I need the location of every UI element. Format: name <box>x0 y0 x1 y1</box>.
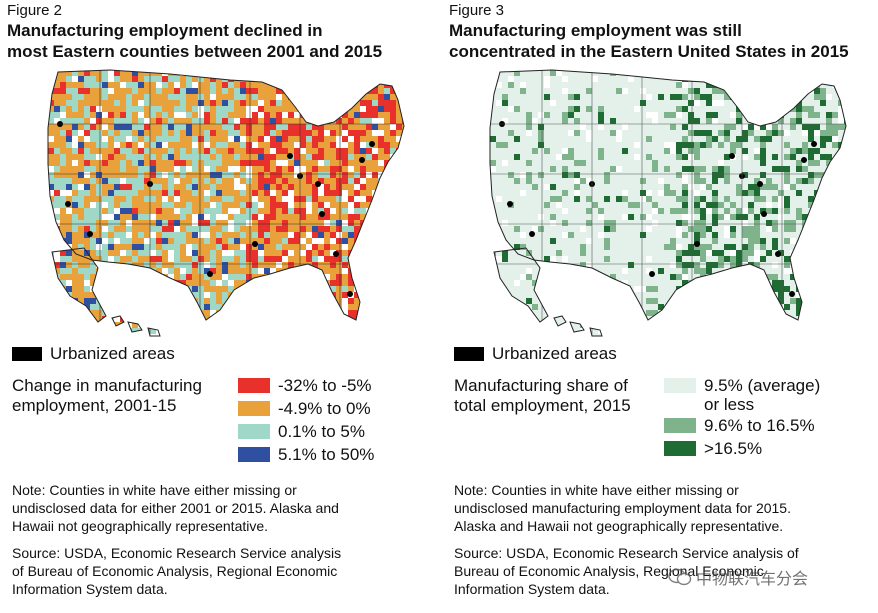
legend-swatch-mid <box>664 418 696 433</box>
legend-item: 9.6% to 16.5% <box>664 416 820 439</box>
legend-swatch-high <box>664 441 696 456</box>
urbanized-area <box>811 141 817 147</box>
urbanized-area <box>649 271 655 277</box>
urbanized-legend: Urbanized areas <box>454 344 617 364</box>
urbanized-area <box>757 181 763 187</box>
county-cells <box>48 70 404 336</box>
share-legend: 9.5% (average) or less 9.6% to 16.5% >16… <box>664 376 820 462</box>
urbanized-area <box>359 157 365 163</box>
legend-title: Change in manufacturing employment, 2001… <box>12 376 202 415</box>
figure-number: Figure 3 <box>449 2 505 19</box>
urbanized-area <box>287 153 293 159</box>
note-text: Note: Counties in white have either miss… <box>454 482 791 534</box>
figure-2-panel: Figure 2 Manufacturing employment declin… <box>0 0 436 613</box>
legend-swatch-red <box>238 378 270 393</box>
watermark-text: 中物联汽车分会 <box>696 571 809 588</box>
urbanized-legend: Urbanized areas <box>12 344 175 364</box>
legend-item: 0.1% to 5% <box>238 422 374 445</box>
figure-title: Manufacturing employment declined in mos… <box>7 21 383 61</box>
urbanized-area <box>729 153 735 159</box>
us-county-map-share <box>489 69 847 337</box>
urbanized-area <box>319 211 325 217</box>
legend-swatch-teal <box>238 424 270 439</box>
legend-swatch-blue <box>238 447 270 462</box>
urbanized-area <box>65 201 71 207</box>
urbanized-area <box>347 291 353 297</box>
legend-swatch-orange <box>238 401 270 416</box>
urbanized-area <box>369 141 375 147</box>
urbanized-area <box>507 201 513 207</box>
wechat-icon <box>668 568 692 586</box>
urbanized-area <box>207 271 213 277</box>
figure-3-panel: Figure 3 Manufacturing employment was st… <box>442 0 878 613</box>
urbanized-area <box>333 251 339 257</box>
figure-title: Manufacturing employment was still conce… <box>449 21 849 61</box>
source-text: Source: USDA, Economic Research Service … <box>12 545 342 597</box>
legend-item: 9.5% (average) or less <box>664 376 820 416</box>
county-cells <box>490 70 846 336</box>
legend-item: -32% to -5% <box>238 376 374 399</box>
urbanized-area <box>775 251 781 257</box>
legend-item: -4.9% to 0% <box>238 399 374 422</box>
watermark: 中物联汽车分会 <box>668 565 808 589</box>
urbanized-area <box>315 181 321 187</box>
urbanized-area <box>252 241 258 247</box>
legend-item: 5.1% to 50% <box>238 445 374 468</box>
urbanized-label: Urbanized areas <box>50 344 175 363</box>
urbanized-area <box>529 231 535 237</box>
urbanized-area <box>801 157 807 163</box>
urbanized-swatch <box>12 347 42 361</box>
urbanized-area <box>789 291 795 297</box>
us-county-map-change <box>47 69 405 337</box>
note-text: Note: Counties in white have either miss… <box>12 482 339 534</box>
urbanized-area <box>87 231 93 237</box>
urbanized-swatch <box>454 347 484 361</box>
figure-number: Figure 2 <box>7 2 63 19</box>
legend-title: Manufacturing share of total employment,… <box>454 376 631 415</box>
legend-swatch-low <box>664 378 696 393</box>
change-legend: -32% to -5% -4.9% to 0% 0.1% to 5% 5.1% … <box>238 376 374 468</box>
legend-item: >16.5% <box>664 439 820 462</box>
source-text: Source: USDA, Economic Research Service … <box>454 545 799 597</box>
urbanized-label: Urbanized areas <box>492 344 617 363</box>
urbanized-area <box>761 211 767 217</box>
urbanized-area <box>694 241 700 247</box>
